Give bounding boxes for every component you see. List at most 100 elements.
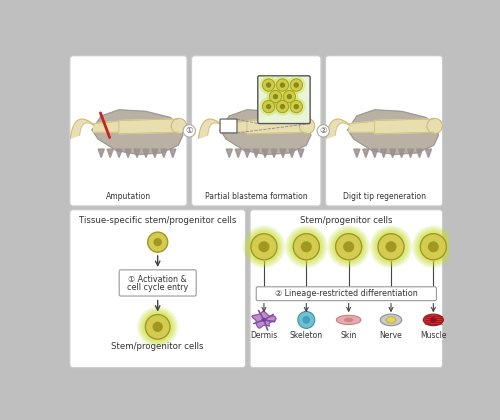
Circle shape	[248, 231, 279, 262]
Polygon shape	[416, 149, 422, 158]
Circle shape	[418, 231, 448, 262]
Text: cell cycle entry: cell cycle entry	[127, 283, 188, 292]
Circle shape	[260, 76, 277, 94]
Text: ①: ①	[186, 126, 193, 135]
Polygon shape	[70, 119, 95, 138]
Polygon shape	[94, 121, 119, 132]
Circle shape	[280, 104, 285, 109]
Circle shape	[262, 100, 274, 113]
Circle shape	[183, 125, 196, 137]
Ellipse shape	[172, 118, 186, 134]
Polygon shape	[152, 149, 158, 158]
FancyBboxPatch shape	[258, 76, 310, 123]
Circle shape	[280, 82, 285, 88]
Text: Stem/progenitor cells: Stem/progenitor cells	[112, 342, 204, 351]
Circle shape	[266, 104, 272, 109]
Circle shape	[244, 227, 284, 266]
Circle shape	[142, 311, 174, 343]
Circle shape	[332, 230, 366, 263]
Circle shape	[286, 226, 327, 268]
Polygon shape	[170, 149, 176, 158]
Circle shape	[140, 310, 175, 344]
Polygon shape	[390, 149, 396, 158]
Circle shape	[336, 234, 361, 260]
Circle shape	[246, 229, 282, 265]
Polygon shape	[247, 119, 306, 134]
Circle shape	[260, 98, 277, 115]
Circle shape	[286, 94, 292, 99]
Text: Muscle: Muscle	[420, 331, 446, 340]
Polygon shape	[354, 149, 360, 158]
Polygon shape	[280, 149, 286, 158]
Circle shape	[290, 230, 323, 263]
Circle shape	[301, 241, 312, 252]
Circle shape	[243, 226, 284, 268]
Polygon shape	[220, 110, 311, 155]
Text: ②: ②	[320, 126, 327, 135]
Text: Digit tip regeneration: Digit tip regeneration	[342, 192, 425, 201]
Circle shape	[298, 312, 315, 328]
Circle shape	[293, 234, 320, 260]
Ellipse shape	[424, 314, 444, 326]
Polygon shape	[372, 149, 378, 158]
Circle shape	[334, 231, 364, 262]
Ellipse shape	[336, 315, 361, 325]
Text: ② Lineage-restricted differentiation: ② Lineage-restricted differentiation	[275, 289, 418, 298]
Ellipse shape	[427, 118, 442, 134]
Circle shape	[138, 307, 177, 347]
Ellipse shape	[386, 317, 396, 323]
Circle shape	[262, 79, 274, 91]
Polygon shape	[161, 149, 167, 158]
Text: Partial blastema formation: Partial blastema formation	[205, 192, 308, 201]
Circle shape	[416, 229, 452, 265]
Polygon shape	[226, 149, 232, 158]
Circle shape	[290, 79, 302, 91]
Circle shape	[258, 241, 270, 252]
Circle shape	[281, 88, 298, 105]
Ellipse shape	[430, 317, 436, 323]
FancyBboxPatch shape	[220, 119, 237, 133]
Circle shape	[251, 234, 277, 260]
Circle shape	[266, 82, 272, 88]
Polygon shape	[119, 119, 178, 134]
FancyBboxPatch shape	[256, 287, 436, 301]
Circle shape	[288, 76, 305, 94]
Circle shape	[267, 88, 284, 105]
Polygon shape	[134, 149, 140, 158]
Circle shape	[414, 227, 453, 266]
Text: Nerve: Nerve	[380, 331, 402, 340]
Polygon shape	[271, 149, 277, 158]
Text: Skeleton: Skeleton	[290, 331, 323, 340]
FancyBboxPatch shape	[70, 210, 246, 368]
Polygon shape	[252, 311, 276, 328]
Polygon shape	[222, 121, 247, 132]
Circle shape	[378, 234, 404, 260]
Circle shape	[148, 232, 168, 252]
Circle shape	[428, 241, 439, 252]
Ellipse shape	[344, 318, 354, 322]
Circle shape	[283, 90, 296, 103]
Polygon shape	[398, 149, 404, 158]
Polygon shape	[289, 149, 295, 158]
Circle shape	[146, 315, 170, 339]
Circle shape	[373, 229, 409, 265]
Circle shape	[374, 230, 408, 263]
Ellipse shape	[300, 118, 314, 134]
FancyBboxPatch shape	[192, 56, 321, 206]
Circle shape	[276, 100, 288, 113]
Circle shape	[329, 227, 368, 266]
Circle shape	[420, 234, 446, 260]
Polygon shape	[98, 149, 104, 158]
Polygon shape	[262, 149, 268, 158]
Polygon shape	[253, 149, 259, 158]
Polygon shape	[198, 119, 223, 138]
Text: Dermis: Dermis	[250, 331, 278, 340]
Circle shape	[288, 98, 305, 115]
Text: Stem/progenitor cells: Stem/progenitor cells	[300, 216, 392, 225]
Polygon shape	[298, 149, 304, 158]
Circle shape	[273, 94, 278, 99]
Circle shape	[317, 125, 330, 137]
Circle shape	[288, 229, 324, 265]
FancyBboxPatch shape	[70, 56, 187, 206]
FancyBboxPatch shape	[119, 270, 196, 296]
